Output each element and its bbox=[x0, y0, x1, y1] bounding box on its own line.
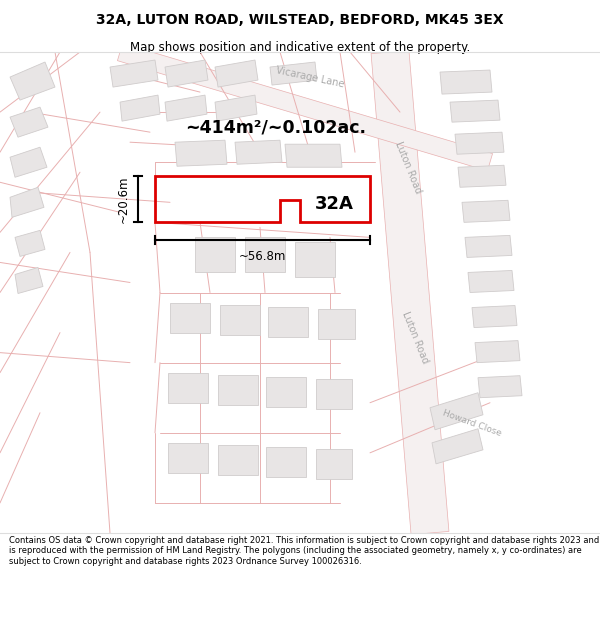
Polygon shape bbox=[316, 379, 352, 409]
Polygon shape bbox=[215, 60, 258, 87]
Polygon shape bbox=[266, 377, 306, 407]
Polygon shape bbox=[455, 132, 504, 154]
Text: Luton Road: Luton Road bbox=[400, 310, 430, 365]
Polygon shape bbox=[10, 188, 44, 218]
Polygon shape bbox=[195, 238, 235, 272]
Polygon shape bbox=[120, 95, 160, 121]
Polygon shape bbox=[295, 242, 335, 278]
Text: Contains OS data © Crown copyright and database right 2021. This information is : Contains OS data © Crown copyright and d… bbox=[9, 536, 599, 566]
Text: Map shows position and indicative extent of the property.: Map shows position and indicative extent… bbox=[130, 41, 470, 54]
Polygon shape bbox=[285, 144, 342, 168]
Polygon shape bbox=[118, 43, 493, 171]
Polygon shape bbox=[266, 447, 306, 477]
Polygon shape bbox=[268, 306, 308, 337]
Polygon shape bbox=[245, 238, 285, 272]
Polygon shape bbox=[110, 60, 158, 87]
Polygon shape bbox=[165, 95, 207, 121]
Polygon shape bbox=[316, 449, 352, 479]
Text: ~20.6m: ~20.6m bbox=[117, 176, 130, 223]
Polygon shape bbox=[472, 306, 517, 328]
Polygon shape bbox=[218, 374, 258, 405]
Polygon shape bbox=[450, 100, 500, 122]
Polygon shape bbox=[468, 271, 514, 292]
Polygon shape bbox=[318, 309, 355, 339]
Polygon shape bbox=[215, 95, 257, 121]
Text: Howard Close: Howard Close bbox=[442, 408, 503, 437]
Polygon shape bbox=[168, 372, 208, 402]
Polygon shape bbox=[440, 70, 492, 94]
Polygon shape bbox=[371, 51, 449, 534]
Text: Vicarage Lane: Vicarage Lane bbox=[275, 65, 345, 89]
Polygon shape bbox=[175, 140, 227, 166]
Polygon shape bbox=[465, 236, 512, 258]
Polygon shape bbox=[432, 429, 483, 464]
Polygon shape bbox=[165, 60, 208, 87]
Polygon shape bbox=[168, 442, 208, 473]
Polygon shape bbox=[235, 140, 282, 164]
Text: 32A: 32A bbox=[315, 196, 354, 213]
Polygon shape bbox=[15, 231, 45, 256]
Polygon shape bbox=[170, 302, 210, 332]
Text: 32A, LUTON ROAD, WILSTEAD, BEDFORD, MK45 3EX: 32A, LUTON ROAD, WILSTEAD, BEDFORD, MK45… bbox=[96, 13, 504, 27]
Polygon shape bbox=[270, 62, 317, 85]
Polygon shape bbox=[430, 392, 483, 430]
Polygon shape bbox=[15, 268, 43, 294]
Polygon shape bbox=[10, 62, 55, 100]
Text: ~56.8m: ~56.8m bbox=[239, 251, 286, 263]
Polygon shape bbox=[475, 341, 520, 362]
Polygon shape bbox=[10, 148, 47, 178]
Text: Luton Road: Luton Road bbox=[393, 140, 423, 195]
Polygon shape bbox=[220, 304, 260, 334]
Polygon shape bbox=[478, 376, 522, 398]
Polygon shape bbox=[462, 200, 510, 222]
Polygon shape bbox=[458, 165, 506, 188]
Text: ~414m²/~0.102ac.: ~414m²/~0.102ac. bbox=[185, 118, 366, 136]
Polygon shape bbox=[10, 107, 48, 137]
Polygon shape bbox=[218, 445, 258, 475]
